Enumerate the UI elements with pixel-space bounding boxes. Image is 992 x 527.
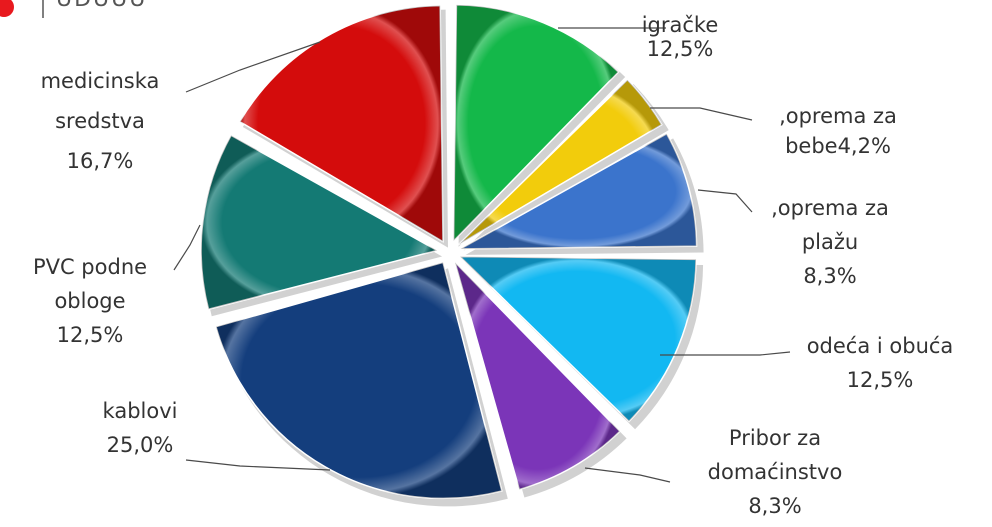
leader-line — [697, 189, 753, 213]
slice-label-line: igračke — [642, 13, 719, 37]
slice-gloss — [215, 262, 502, 499]
slice-label: kablovi 25,0% — [103, 399, 178, 457]
slice-gloss — [453, 4, 619, 241]
slice-gloss — [460, 133, 697, 249]
slice-label-line: domaćinstvo — [708, 460, 843, 484]
pie-slices — [200, 4, 698, 500]
leader-line — [173, 224, 201, 271]
slice-label-line: plažu — [802, 230, 858, 254]
slice-label: ,oprema za bebe4,2% — [779, 104, 897, 158]
slice-label: Pribor za domaćinstvo 8,3% — [708, 426, 843, 518]
slice-label-line: Pribor za — [729, 426, 821, 450]
slice-label-line: ,oprema za — [779, 104, 897, 128]
slice-label: PVC podne obloge 12,5% — [33, 255, 147, 347]
header-bullet — [0, 0, 14, 17]
slice-gloss — [201, 135, 438, 310]
slice-label-line: 8,3% — [803, 264, 856, 288]
slice-label-line: ,oprema za — [771, 196, 889, 220]
slice-gloss — [458, 79, 662, 245]
slice-labels: igračke 12,5%,oprema za bebe4,2%,oprema za… — [33, 13, 953, 518]
slice-label-line: 12,5% — [647, 37, 714, 61]
slice-label-line: 25,0% — [107, 433, 174, 457]
leader-line — [584, 467, 671, 483]
slice-label-line: odeća i obuća — [807, 334, 954, 358]
slice-label-line: obloge — [54, 289, 125, 313]
slice-label-line: sredstva — [55, 109, 145, 133]
slice-gloss — [455, 262, 620, 490]
slice-label: odeća i obuća 12,5% — [807, 334, 954, 392]
leader-line — [650, 107, 753, 121]
leader-lines — [173, 27, 791, 483]
slice-label-line: 12,5% — [57, 323, 124, 347]
header-text: UDUUU — [56, 0, 147, 12]
slice-label-line: PVC podne — [33, 255, 147, 279]
slice-label: igračke 12,5% — [642, 13, 719, 61]
header-fragment: UDUUU — [0, 0, 147, 18]
leader-line — [660, 351, 791, 356]
slice-label: ,oprema za plažu 8,3% — [771, 196, 889, 288]
leader-line — [185, 41, 321, 93]
leader-line — [185, 459, 331, 471]
slice-gloss — [460, 256, 697, 422]
slice-label-line: medicinska — [41, 69, 160, 93]
slice-label-line: 8,3% — [748, 494, 801, 518]
slice-gloss — [239, 5, 443, 242]
slice-label: medicinska sredstva 16,7% — [41, 69, 160, 173]
slice-label-line: kablovi — [103, 399, 178, 423]
slice-label-line: 16,7% — [67, 149, 134, 173]
slice-label-line: 12,5% — [847, 368, 914, 392]
slice-label-line: bebe4,2% — [785, 134, 891, 158]
